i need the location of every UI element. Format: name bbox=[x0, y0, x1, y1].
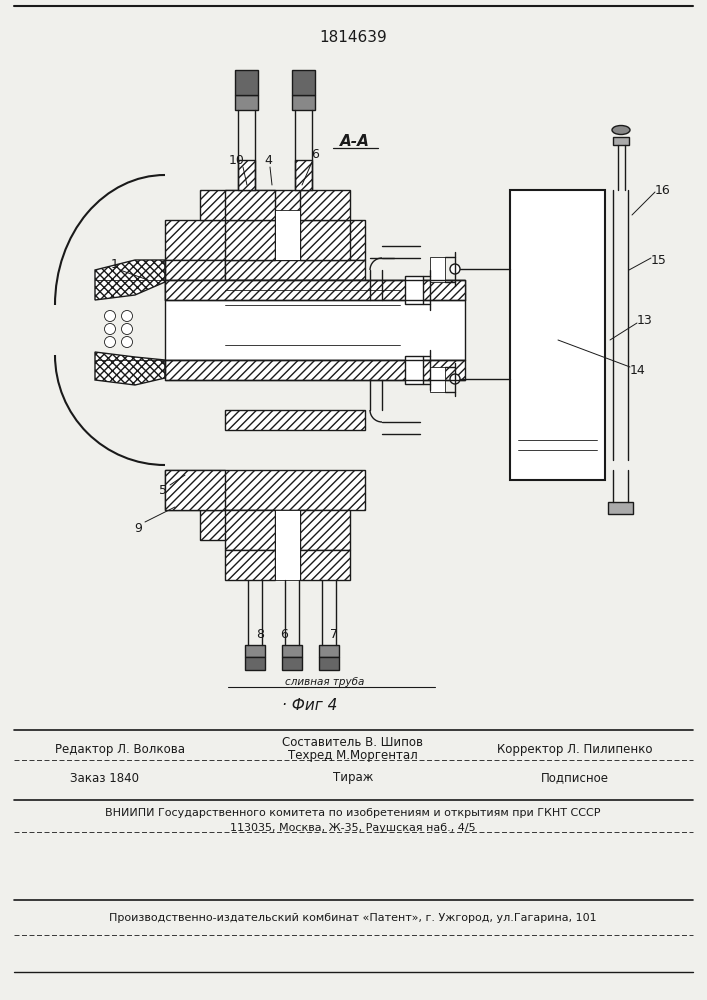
Bar bbox=[282, 657, 302, 670]
Bar bbox=[275, 510, 300, 580]
Bar bbox=[165, 470, 225, 510]
Text: А-А: А-А bbox=[340, 134, 370, 149]
Polygon shape bbox=[319, 645, 339, 657]
Text: 15: 15 bbox=[651, 253, 667, 266]
Text: 9: 9 bbox=[134, 522, 142, 534]
Text: Техред М.Моргентал: Техред М.Моргентал bbox=[288, 748, 418, 762]
Bar bbox=[225, 510, 275, 550]
Bar bbox=[165, 280, 465, 300]
Text: 6: 6 bbox=[311, 148, 319, 161]
Circle shape bbox=[105, 310, 115, 322]
Polygon shape bbox=[282, 645, 302, 657]
Bar bbox=[238, 160, 255, 190]
Text: Редактор Л. Волкова: Редактор Л. Волкова bbox=[55, 744, 185, 756]
Circle shape bbox=[105, 324, 115, 334]
Bar bbox=[295, 160, 312, 190]
Text: Составитель В. Шипов: Составитель В. Шипов bbox=[283, 736, 423, 748]
Bar bbox=[405, 276, 423, 304]
Bar bbox=[300, 550, 350, 580]
Bar bbox=[165, 360, 465, 380]
Circle shape bbox=[122, 324, 132, 334]
Circle shape bbox=[450, 264, 460, 274]
Bar bbox=[300, 510, 350, 550]
Bar bbox=[225, 260, 365, 280]
Text: сливная труба: сливная труба bbox=[286, 677, 365, 687]
Text: Заказ 1840: Заказ 1840 bbox=[71, 772, 139, 784]
Bar bbox=[165, 470, 365, 510]
Polygon shape bbox=[235, 95, 258, 110]
Text: 113035, Москва, Ж-35, Раушская наб., 4/5: 113035, Москва, Ж-35, Раушская наб., 4/5 bbox=[230, 823, 476, 833]
Bar bbox=[300, 220, 350, 260]
Text: 13: 13 bbox=[637, 314, 653, 326]
Ellipse shape bbox=[612, 125, 630, 134]
Bar bbox=[165, 280, 465, 360]
Text: 4: 4 bbox=[264, 153, 272, 166]
Bar bbox=[275, 210, 300, 260]
Bar bbox=[225, 550, 275, 580]
Text: · Фиг 4: · Фиг 4 bbox=[282, 698, 338, 712]
Bar bbox=[613, 137, 629, 145]
Bar bbox=[165, 260, 225, 300]
Text: 16: 16 bbox=[655, 184, 671, 196]
Polygon shape bbox=[95, 352, 165, 385]
Bar bbox=[225, 220, 275, 260]
Text: Производственно-издательский комбинат «Патент», г. Ужгород, ул.Гагарина, 101: Производственно-издательский комбинат «П… bbox=[109, 913, 597, 923]
Circle shape bbox=[450, 374, 460, 384]
Bar bbox=[245, 657, 265, 670]
Text: 7: 7 bbox=[330, 629, 338, 642]
Polygon shape bbox=[292, 95, 315, 110]
Bar bbox=[405, 356, 423, 384]
Bar bbox=[200, 510, 310, 540]
Polygon shape bbox=[608, 502, 633, 514]
Polygon shape bbox=[95, 260, 165, 300]
Text: Тираж: Тираж bbox=[333, 772, 373, 784]
Text: Подписное: Подписное bbox=[541, 772, 609, 784]
Bar bbox=[292, 70, 315, 95]
Bar bbox=[200, 190, 310, 220]
Text: 6: 6 bbox=[280, 629, 288, 642]
Text: 1814639: 1814639 bbox=[319, 29, 387, 44]
Text: 10: 10 bbox=[229, 153, 245, 166]
Bar bbox=[430, 367, 445, 392]
Text: 14: 14 bbox=[630, 363, 646, 376]
Bar bbox=[165, 220, 365, 260]
Text: 8: 8 bbox=[256, 629, 264, 642]
Bar bbox=[235, 70, 258, 95]
Circle shape bbox=[105, 336, 115, 348]
Bar bbox=[430, 257, 445, 282]
Bar bbox=[319, 657, 339, 670]
Text: Корректор Л. Пилипенко: Корректор Л. Пилипенко bbox=[497, 744, 653, 756]
Bar bbox=[300, 190, 350, 220]
Bar bbox=[510, 190, 605, 480]
Text: 1: 1 bbox=[111, 258, 119, 271]
Circle shape bbox=[122, 310, 132, 322]
Bar bbox=[225, 410, 365, 430]
Polygon shape bbox=[245, 645, 265, 657]
Circle shape bbox=[122, 336, 132, 348]
Bar bbox=[225, 190, 275, 220]
Text: 5: 5 bbox=[159, 484, 167, 496]
Text: ВНИИПИ Государственного комитета по изобретениям и открытиям при ГКНТ СССР: ВНИИПИ Государственного комитета по изоб… bbox=[105, 808, 601, 818]
